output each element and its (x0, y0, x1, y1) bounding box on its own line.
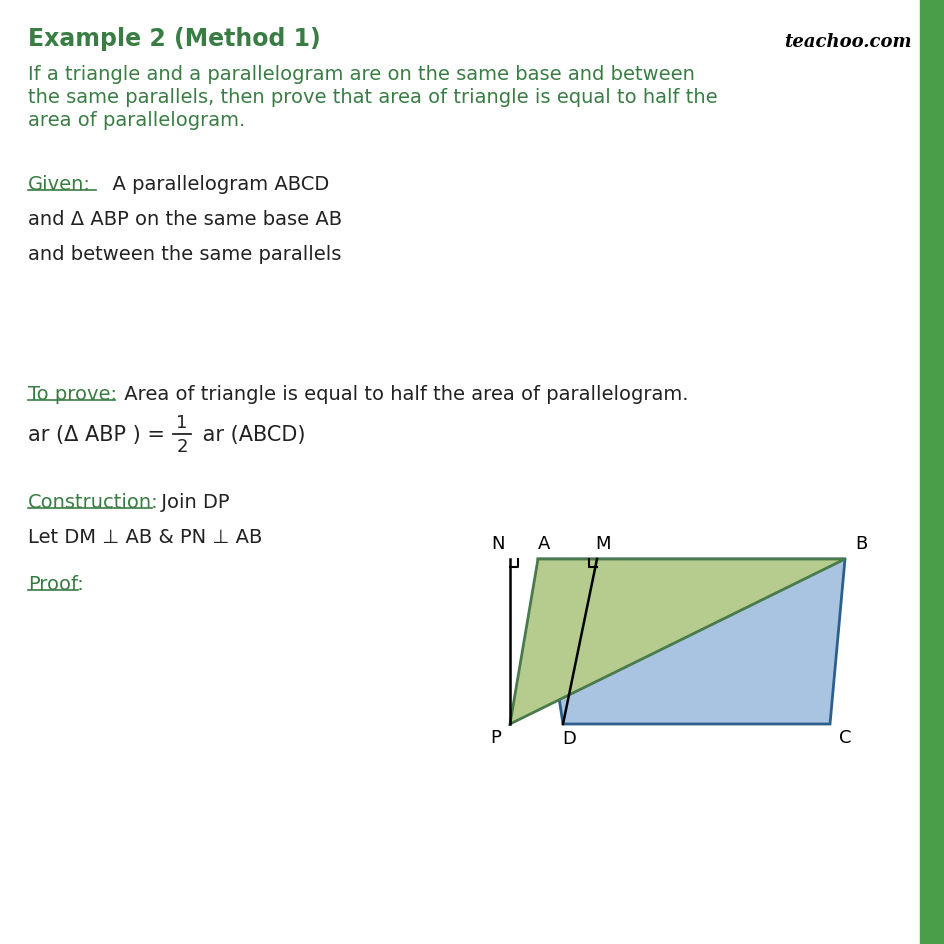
Text: M: M (595, 534, 610, 552)
Bar (919, 0, 944, 944)
Polygon shape (537, 560, 844, 724)
Text: Example 2 (Method 1): Example 2 (Method 1) (28, 27, 320, 51)
Text: B: B (854, 534, 867, 552)
Text: A parallelogram ABCD: A parallelogram ABCD (100, 175, 329, 194)
Text: If a triangle and a parallelogram are on the same base and between: If a triangle and a parallelogram are on… (28, 65, 694, 84)
Text: A: A (537, 534, 549, 552)
Text: area of parallelogram.: area of parallelogram. (28, 110, 245, 130)
Text: the same parallels, then prove that area of triangle is equal to half the: the same parallels, then prove that area… (28, 88, 716, 107)
Text: Proof:: Proof: (28, 574, 84, 594)
Text: teachoo.com: teachoo.com (784, 33, 911, 51)
Text: ar (ABCD): ar (ABCD) (195, 425, 305, 445)
Text: Construction:: Construction: (28, 493, 159, 512)
Text: 2: 2 (177, 437, 188, 456)
Text: 1: 1 (177, 413, 188, 431)
Text: Join DP: Join DP (155, 493, 229, 512)
Text: To prove:: To prove: (28, 384, 117, 404)
Text: C: C (838, 728, 851, 746)
Text: Given:: Given: (28, 175, 91, 194)
Polygon shape (510, 560, 844, 724)
Text: ar (Δ ABP ) =: ar (Δ ABP ) = (28, 425, 172, 445)
Text: and between the same parallels: and between the same parallels (28, 244, 341, 263)
Text: and Δ ABP on the same base AB: and Δ ABP on the same base AB (28, 210, 342, 228)
Text: P: P (490, 728, 501, 746)
Text: D: D (562, 729, 575, 748)
Text: Let DM ⊥ AB & PN ⊥ AB: Let DM ⊥ AB & PN ⊥ AB (28, 528, 262, 547)
Text: Area of triangle is equal to half the area of parallelogram.: Area of triangle is equal to half the ar… (118, 384, 688, 404)
Text: N: N (491, 534, 504, 552)
